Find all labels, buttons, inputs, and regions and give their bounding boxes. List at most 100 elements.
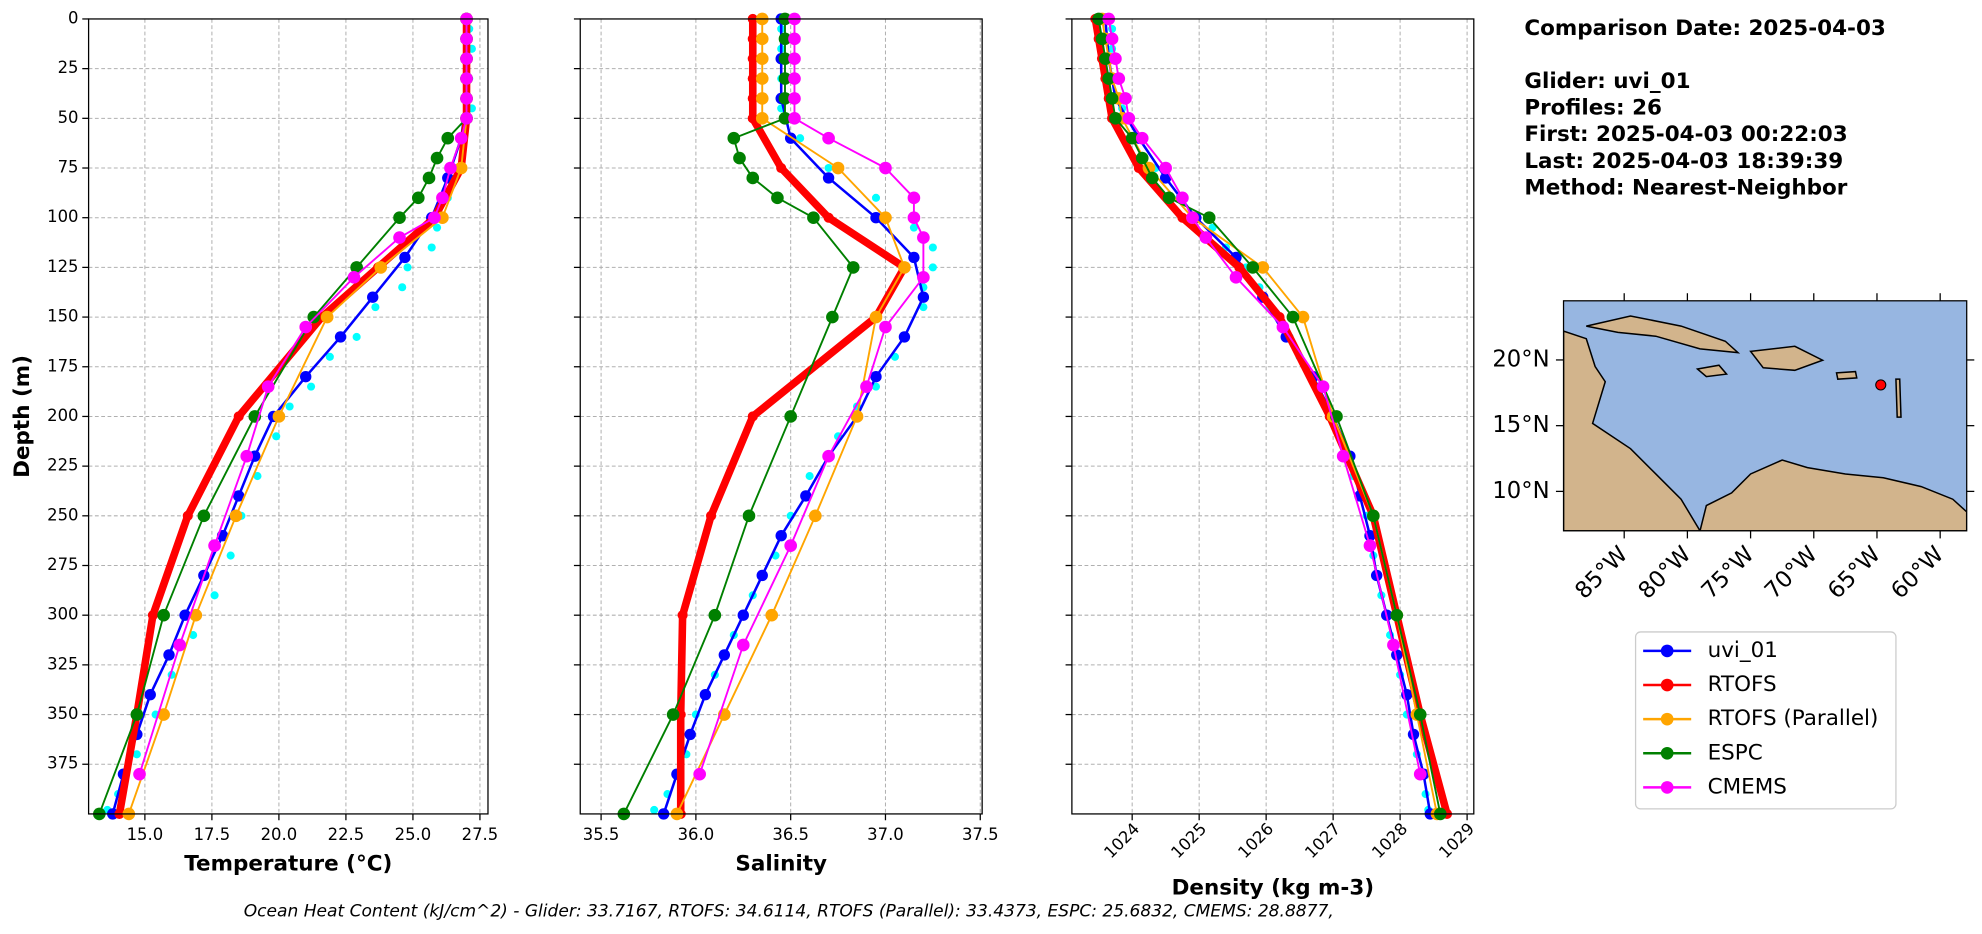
series-marker — [822, 449, 835, 463]
map-x-tick-label: 75°W — [1697, 542, 1760, 605]
panel: 15.0 17.5 20.0 22.5 25.0 27.5 0 25 50 75 100 125 150… — [10, 8, 498, 876]
series-marker — [393, 231, 406, 244]
raw-point — [427, 243, 436, 252]
series-marker — [1135, 151, 1149, 165]
series-marker — [747, 93, 758, 104]
x-tick-label: 37.5 — [962, 825, 999, 844]
series-marker — [747, 73, 758, 84]
series-marker — [850, 410, 864, 423]
series-marker — [755, 92, 769, 105]
map-y-tick-label: 10°N — [1492, 478, 1549, 504]
y-tick-label: 300 — [47, 605, 78, 624]
info-line: Last: 2025-04-03 18:39:39 — [1524, 149, 1843, 174]
raw-point — [352, 332, 361, 341]
x-tick-label: 17.5 — [194, 825, 231, 844]
series-marker — [755, 32, 769, 46]
info-line: Comparison Date: 2025-04-03 — [1524, 16, 1885, 41]
legend-label: RTOFS (Parallel) — [1708, 706, 1879, 731]
series-marker — [163, 649, 175, 661]
series-marker — [1102, 72, 1116, 85]
series-marker — [747, 113, 758, 124]
legend-label: ESPC — [1708, 740, 1763, 765]
series-marker — [860, 380, 873, 393]
glider-position — [1875, 379, 1887, 391]
series-marker — [454, 161, 468, 175]
raw-point — [824, 163, 833, 173]
series-marker — [441, 131, 455, 145]
raw-point — [132, 750, 141, 759]
series-marker — [778, 32, 792, 46]
map-x-tick-label: 60°W — [1886, 542, 1949, 605]
series-marker — [736, 638, 750, 652]
map: 85°W 80°W 75°W 70°W 65°W 60°W 20°N 15°N 10°N — [1492, 293, 1975, 605]
series-marker — [299, 320, 313, 334]
x-tick-label: 27.5 — [462, 825, 499, 844]
raw-point — [805, 472, 814, 481]
series-marker — [778, 72, 792, 85]
y-tick-label: 125 — [47, 257, 78, 276]
series-marker — [1159, 161, 1172, 175]
series-marker — [1105, 32, 1119, 46]
map-y-tick-label: 20°N — [1492, 346, 1549, 372]
series-marker — [765, 608, 779, 622]
x-tick-label: 1027 — [1301, 819, 1344, 862]
raw-point — [371, 303, 380, 312]
series-marker — [879, 320, 892, 334]
y-tick-label: 225 — [47, 456, 78, 475]
y-tick-label: 375 — [47, 754, 78, 773]
y-tick-label: 250 — [47, 505, 78, 524]
series-marker — [788, 112, 801, 125]
series-marker — [788, 32, 801, 46]
raw-point — [928, 243, 937, 252]
series-marker — [460, 32, 473, 46]
map-x-tick-label: 85°W — [1570, 542, 1633, 605]
series-marker — [755, 112, 769, 125]
y-tick-label: 75 — [58, 158, 79, 177]
raw-point — [285, 402, 294, 411]
series-marker — [147, 610, 158, 621]
series-marker — [1229, 271, 1243, 284]
series-marker — [261, 380, 275, 393]
legend-marker — [1660, 644, 1674, 658]
y-tick-label: 175 — [47, 356, 78, 375]
series-marker — [705, 510, 717, 521]
series-marker — [784, 539, 797, 552]
series-marker — [182, 510, 193, 521]
series-marker — [746, 171, 760, 185]
raw-point — [210, 591, 219, 600]
x-axis-label: Temperature (°C) — [184, 851, 392, 876]
series-marker — [684, 728, 696, 741]
series-marker — [907, 191, 921, 205]
raw-point — [253, 472, 262, 481]
raw-point — [796, 134, 805, 143]
series-marker — [1286, 310, 1300, 324]
y-tick-label: 25 — [58, 58, 79, 77]
series-marker — [1363, 539, 1377, 552]
panel: 1024 1025 1026 1027 1028 1029 Density (kg m-3) — [1065, 12, 1478, 901]
series-marker — [917, 231, 930, 244]
series-marker — [1099, 52, 1112, 66]
series-marker — [1234, 262, 1245, 273]
legend-marker — [1660, 712, 1674, 726]
series-marker — [666, 708, 680, 721]
plot-area — [617, 12, 937, 821]
series-marker — [747, 53, 758, 64]
series-marker — [1105, 92, 1119, 105]
series-marker — [742, 509, 756, 523]
series-marker — [422, 171, 436, 185]
raw-point — [909, 223, 918, 232]
series-marker — [733, 151, 746, 165]
raw-point — [226, 551, 235, 560]
series-marker — [718, 649, 731, 661]
series-marker — [747, 33, 758, 44]
x-tick-label: 1024 — [1100, 819, 1143, 862]
series-marker — [320, 310, 334, 324]
series-marker — [699, 688, 712, 701]
series-line — [138, 18, 468, 775]
series-marker — [233, 411, 244, 422]
series-marker — [133, 767, 146, 781]
series-marker — [822, 172, 835, 184]
map-y-tick-label: 15°N — [1492, 412, 1549, 438]
series-marker — [1199, 231, 1213, 244]
